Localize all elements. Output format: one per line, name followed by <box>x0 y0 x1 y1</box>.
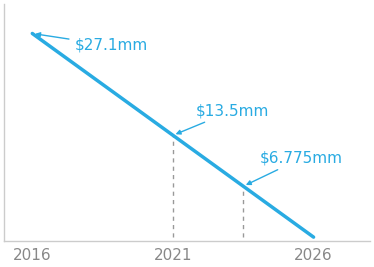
Text: $6.775mm: $6.775mm <box>247 151 343 184</box>
Text: $13.5mm: $13.5mm <box>177 103 269 134</box>
Text: $27.1mm: $27.1mm <box>37 33 148 53</box>
